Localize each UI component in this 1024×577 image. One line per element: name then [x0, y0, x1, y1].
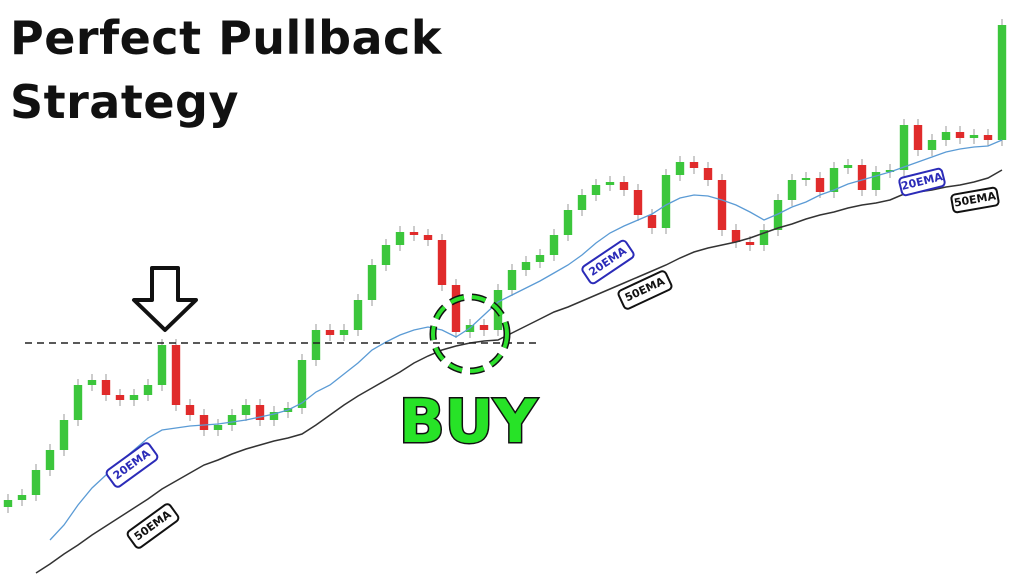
candle-body — [773, 200, 783, 230]
candle-body — [437, 240, 447, 285]
buy-label: BUY — [399, 387, 538, 457]
candle-body — [339, 330, 349, 335]
candle-body — [311, 330, 321, 360]
tag-box — [126, 503, 180, 549]
candle-body — [17, 495, 27, 500]
ema-lines — [35, 139, 1003, 574]
ema-tag: 50EMA — [950, 186, 1000, 214]
buy-circle — [431, 295, 509, 373]
candle-body — [969, 135, 979, 138]
candle-body — [101, 380, 111, 395]
ema-tag: 20EMA — [581, 239, 635, 285]
ema-tag: 20EMA — [105, 442, 159, 488]
candle-body — [325, 330, 335, 335]
candle-body — [857, 165, 867, 190]
candle-body — [885, 170, 895, 172]
candle-body — [185, 405, 195, 415]
tag-box — [581, 239, 635, 285]
candle-body — [143, 385, 153, 395]
candle-body — [129, 395, 139, 400]
ema-tag: 50EMA — [617, 270, 673, 310]
candle-body — [563, 210, 573, 235]
candle-body — [73, 385, 83, 420]
candle-body — [731, 230, 741, 242]
candle-body — [171, 345, 181, 405]
candle-body — [395, 232, 405, 245]
candle-body — [577, 195, 587, 210]
candle-body — [409, 232, 419, 235]
candle-body — [829, 168, 839, 192]
candle-body — [871, 172, 881, 190]
candle-body — [479, 325, 489, 330]
candle-body — [241, 405, 251, 415]
candle-body — [689, 162, 699, 168]
candle-body — [815, 178, 825, 192]
candle-body — [507, 270, 517, 290]
candle-body — [521, 262, 531, 270]
candle-body — [801, 178, 811, 180]
tag-box — [950, 186, 1000, 214]
candle-body — [549, 235, 559, 255]
down-arrow — [132, 266, 198, 332]
ema-tag: 20EMA — [898, 167, 946, 197]
candle-body — [717, 180, 727, 230]
ema-line — [49, 139, 1003, 541]
candle-body — [955, 132, 965, 138]
candle-body — [591, 185, 601, 195]
candles — [3, 19, 1007, 513]
candle-body — [997, 25, 1007, 140]
candle-body — [255, 405, 265, 420]
candle-body — [227, 415, 237, 425]
candle-body — [367, 265, 377, 300]
candle-body — [745, 242, 755, 245]
candle-body — [647, 215, 657, 228]
candle-body — [843, 165, 853, 168]
candle-body — [213, 425, 223, 430]
candle-body — [605, 182, 615, 185]
candle-body — [633, 190, 643, 215]
candle-body — [423, 235, 433, 240]
candle-body — [297, 360, 307, 408]
candle-body — [451, 285, 461, 332]
candle-body — [703, 168, 713, 180]
tag-box — [617, 270, 673, 310]
candle-body — [59, 420, 69, 450]
ema-line — [35, 169, 1003, 574]
ema-tag: 50EMA — [126, 503, 180, 549]
candle-body — [927, 140, 937, 150]
candle-body — [619, 182, 629, 190]
candle-body — [381, 245, 391, 265]
candle-body — [899, 125, 909, 170]
candle-body — [983, 135, 993, 140]
candle-body — [759, 230, 769, 245]
candle-body — [269, 412, 279, 420]
candle-body — [675, 162, 685, 175]
candle-body — [787, 180, 797, 200]
candle-body — [87, 380, 97, 385]
candle-body — [199, 415, 209, 430]
tag-box — [898, 167, 946, 197]
candle-body — [45, 450, 55, 470]
candle-body — [31, 470, 41, 495]
candle-body — [353, 300, 363, 330]
candle-body — [661, 175, 671, 228]
candle-body — [535, 255, 545, 262]
chart-title: Perfect Pullback Strategy — [10, 11, 442, 129]
candle-body — [941, 132, 951, 140]
candle-body — [3, 500, 13, 507]
tag-box — [105, 442, 159, 488]
candle-body — [913, 125, 923, 150]
candle-body — [115, 395, 125, 400]
candle-body — [157, 345, 167, 385]
